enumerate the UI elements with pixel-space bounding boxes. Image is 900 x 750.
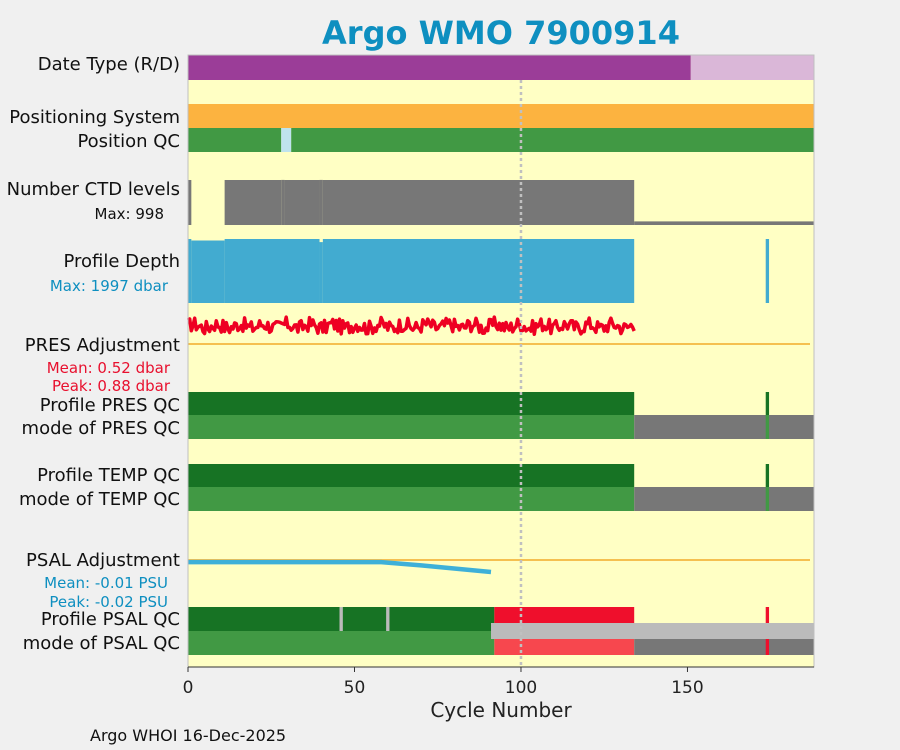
- pres-adjustment-mean: Mean: 0.52 dbar: [47, 359, 171, 377]
- row-label-ctd-levels: Number CTD levels: [7, 179, 180, 200]
- bar-psal-qc-mode-seg-0: [188, 631, 495, 655]
- row-label-pres-adjustment: PRES Adjustment: [25, 335, 180, 356]
- pres-adjustment-peak: Peak: 0.88 dbar: [52, 377, 171, 395]
- plot-area: [188, 55, 814, 667]
- bar-psal-qc-overlay-seg-0: [491, 623, 814, 639]
- bar-temp-qc-mode-seg-2: [765, 487, 770, 511]
- bar-pres-qc-mode-seg-0: [188, 415, 635, 439]
- profile-depth-bar-1: [191, 240, 225, 303]
- bar-pres-qc-profile-seg-0: [188, 392, 635, 415]
- row-label-psal-adjustment: PSAL Adjustment: [26, 550, 180, 571]
- ctd-levels-max: Max: 998: [95, 205, 164, 223]
- bar-pres-qc-profile-seg-1: [765, 392, 770, 415]
- row-label-data-type: Date Type (R/D): [38, 54, 180, 75]
- ctd-levels-bar-6: [634, 221, 814, 225]
- ctd-levels-bar-0: [188, 180, 192, 225]
- pres-adjustment-series-line: [186, 315, 636, 337]
- row-label-mode-pres-qc: mode of PRES QC: [22, 418, 180, 439]
- row-label-position-qc: Position QC: [77, 131, 180, 152]
- row-label-profile-temp-qc: Profile TEMP QC: [37, 465, 180, 486]
- bar-temp-qc-profile-seg-1: [765, 464, 770, 487]
- bar-pres-qc-mode-seg-2: [765, 415, 770, 439]
- chart-title: Argo WMO 7900914: [322, 14, 680, 52]
- profile-depth-bar-2: [224, 239, 320, 303]
- bar-data-type-seg-1: [690, 55, 814, 80]
- psal-adjustment-mean: Mean: -0.01 PSU: [44, 574, 168, 592]
- bar-pres-qc-mode-seg-1: [634, 415, 814, 439]
- profile-depth-max: Max: 1997 dbar: [50, 277, 169, 295]
- row-label-profile-depth: Profile Depth: [63, 251, 180, 272]
- ctd-levels-bar-5: [322, 180, 635, 225]
- x-tick-label-3: 150: [671, 678, 703, 698]
- ctd-levels-bar-3: [284, 180, 320, 225]
- row-label-profile-psal-qc: Profile PSAL QC: [41, 609, 180, 630]
- bar-psal-qc-mode-seg-3: [765, 631, 770, 655]
- bar-pos-qc-seg-0: [188, 128, 282, 152]
- bar-temp-qc-mode-seg-0: [188, 487, 635, 511]
- bar-psal-qc-profile-seg-4: [765, 607, 770, 631]
- row-label-profile-pres-qc: Profile PRES QC: [40, 395, 180, 416]
- x-tick-label-1: 50: [344, 678, 366, 698]
- ctd-levels-bar-2: [281, 179, 285, 225]
- bar-temp-qc-profile-seg-0: [188, 464, 635, 487]
- footer-credit: Argo WHOI 16-Dec-2025: [90, 726, 286, 745]
- ctd-levels-bar-1: [224, 180, 282, 225]
- row-label-positioning-system: Positioning System: [9, 107, 180, 128]
- bar-data-type-seg-0: [188, 55, 691, 80]
- psal-adjustment-series-line: [188, 559, 492, 575]
- x-tick-label-0: 0: [183, 678, 194, 698]
- bar-pos-qc-seg-2: [291, 128, 815, 152]
- bar-psal-qc-profile-seg-2: [386, 607, 390, 631]
- bar-pos-system-seg-0: [188, 104, 814, 128]
- profile-depth-bar-4: [322, 239, 635, 303]
- row-label-mode-psal-qc: mode of PSAL QC: [23, 633, 180, 654]
- profile-depth-bar-5: [765, 239, 770, 303]
- bar-psal-qc-profile-seg-1: [339, 607, 343, 631]
- ctd-levels-bar-4: [319, 179, 323, 225]
- profile-depth-bar-0: [188, 239, 192, 303]
- psal-adjustment-peak: Peak: -0.02 PSU: [49, 593, 168, 611]
- profile-depth-bar-3: [319, 242, 323, 303]
- bar-temp-qc-mode-seg-1: [634, 487, 814, 511]
- x-axis-label: Cycle Number: [430, 698, 572, 722]
- x-tick-label-2: 100: [505, 678, 537, 698]
- bar-pos-qc-seg-1: [281, 128, 292, 152]
- row-label-mode-temp-qc: mode of TEMP QC: [19, 489, 180, 510]
